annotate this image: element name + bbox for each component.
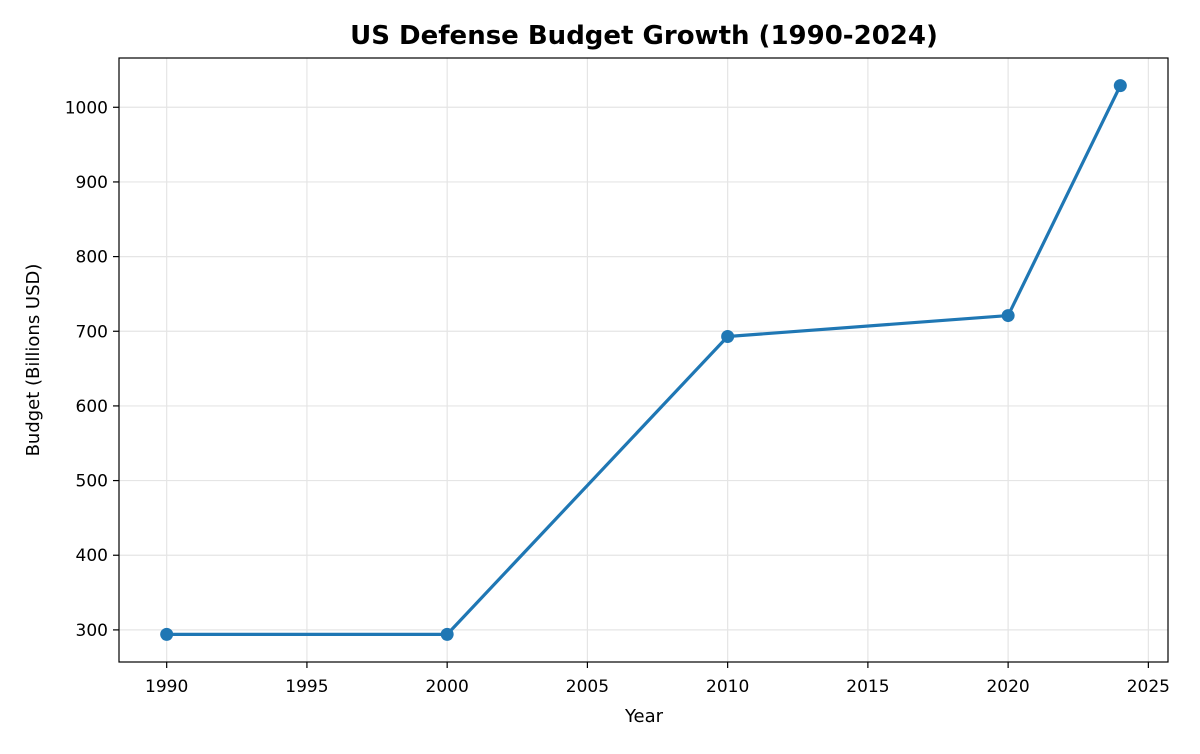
x-tick-label: 2000 [426, 677, 469, 697]
grid [119, 58, 1168, 662]
data-point [1113, 79, 1127, 93]
y-tick-label: 700 [76, 322, 108, 342]
y-tick-label: 400 [76, 546, 108, 566]
x-axis-label: Year [624, 706, 664, 727]
series-line [160, 79, 1127, 641]
axis-ticks: 1990 1995 2000 2005 2010 2015 2020 2025 300 400 50… [65, 98, 1170, 697]
data-point [721, 329, 735, 343]
data-point [160, 627, 174, 641]
x-tick-label: 2020 [986, 677, 1029, 697]
x-tick-label: 2010 [706, 677, 749, 697]
x-tick-label: 1990 [145, 677, 188, 697]
data-point [1001, 309, 1015, 323]
y-tick-label: 800 [76, 248, 108, 268]
plot-frame [118, 57, 1169, 663]
y-tick-label: 300 [76, 621, 108, 641]
data-line [166, 84, 1122, 636]
y-tick-label: 900 [76, 173, 108, 193]
chart-title: US Defense Budget Growth (1990-2024) [350, 21, 938, 51]
x-tick-label: 2025 [1127, 677, 1170, 697]
x-tick-label: 2005 [566, 677, 609, 697]
x-tick-label: 1995 [285, 677, 328, 697]
y-tick-label: 500 [76, 472, 108, 492]
data-point [440, 627, 454, 641]
x-tick-label: 2015 [846, 677, 889, 697]
y-tick-label: 1000 [65, 98, 108, 118]
y-tick-label: 600 [76, 397, 108, 417]
y-axis-label: Budget (Billions USD) [23, 264, 44, 457]
